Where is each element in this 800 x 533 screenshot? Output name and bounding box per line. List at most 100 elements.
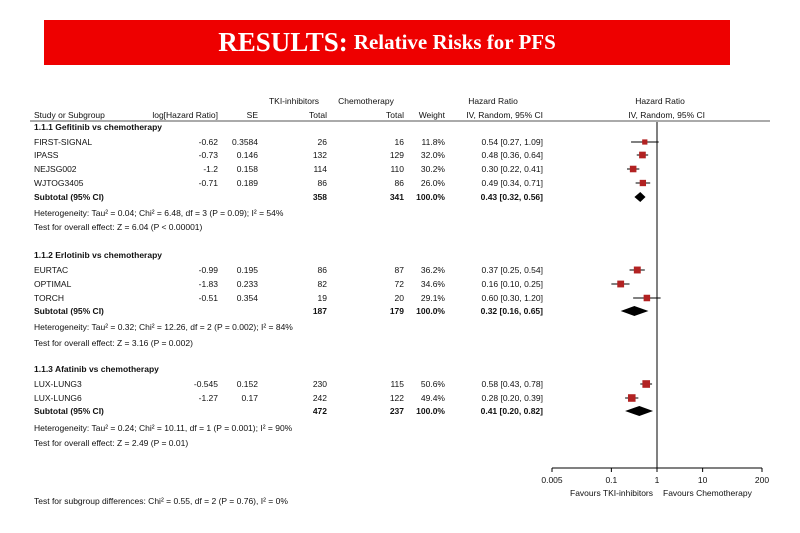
forest-rows: 1.1.1 Gefitinib vs chemotherapy FIRST-SIG… <box>34 122 661 448</box>
study-se: 0.146 <box>237 150 259 160</box>
study-name: EURTAC <box>34 265 68 275</box>
header-chemo-total: Total <box>386 110 404 120</box>
subgroup-title: 1.1.2 Erlotinib vs chemotherapy <box>34 250 162 260</box>
study-weight: 50.6% <box>421 379 446 389</box>
x-tick-label: 1 <box>655 475 660 485</box>
study-loghr: -1.2 <box>203 164 218 174</box>
header-group-chemo: Chemotherapy <box>338 96 395 106</box>
subtotal-tki-total: 187 <box>313 306 327 316</box>
subtotal-diamond <box>620 306 649 316</box>
study-se: 0.189 <box>237 178 259 188</box>
study-ci: 0.60 [0.30, 1.20] <box>482 293 543 303</box>
study-name: OPTIMAL <box>34 279 72 289</box>
study-se: 0.195 <box>237 265 259 275</box>
study-name: IPASS <box>34 150 59 160</box>
subgroup-title: 1.1.1 Gefitinib vs chemotherapy <box>34 122 162 132</box>
subtotal-tki-total: 472 <box>313 406 327 416</box>
favours-right-label: Favours Chemotherapy <box>663 488 753 498</box>
study-chemo-total: 87 <box>395 265 405 275</box>
study-se: 0.3584 <box>232 137 258 147</box>
study-loghr: -1.83 <box>199 279 219 289</box>
study-ci: 0.48 [0.36, 0.64] <box>482 150 543 160</box>
study-loghr: -0.51 <box>199 293 219 303</box>
subtotal-chemo-total: 341 <box>390 192 404 202</box>
study-ci: 0.16 [0.10, 0.25] <box>482 279 543 289</box>
forest-axis: Test for subgroup differences: Chi² = 0.… <box>34 122 769 506</box>
study-chemo-total: 129 <box>390 150 404 160</box>
study-loghr: -0.71 <box>199 178 219 188</box>
subtotal-chemo-total: 179 <box>390 306 404 316</box>
study-weight: 49.4% <box>421 393 446 403</box>
study-point <box>633 266 641 274</box>
study-name: NEJSG002 <box>34 164 77 174</box>
study-weight: 29.1% <box>421 293 446 303</box>
study-tki-total: 132 <box>313 150 327 160</box>
subtotal-ci: 0.41 [0.20, 0.82] <box>481 406 544 416</box>
subtotal-weight: 100.0% <box>416 306 445 316</box>
subtotal-label: Subtotal (95% CI) <box>34 406 104 416</box>
subtotal-tki-total: 358 <box>313 192 327 202</box>
study-point <box>642 380 651 388</box>
study-se: 0.233 <box>237 279 259 289</box>
study-se: 0.354 <box>237 293 259 303</box>
subgroup-title: 1.1.3 Afatinib vs chemotherapy <box>34 364 159 374</box>
study-ci: 0.28 [0.20, 0.39] <box>482 393 543 403</box>
header-study: Study or Subgroup <box>34 110 105 120</box>
study-name: WJTOG3405 <box>34 178 84 188</box>
study-tki-total: 19 <box>318 293 328 303</box>
study-loghr: -0.73 <box>199 150 219 160</box>
subtotal-weight: 100.0% <box>416 192 445 202</box>
study-tki-total: 82 <box>318 279 328 289</box>
header-hazard-ratio-left: Hazard Ratio <box>468 96 518 106</box>
header-group-tki: TKI-inhibitors <box>269 96 319 106</box>
header-loghr: log[Hazard Ratio] <box>152 110 218 120</box>
study-weight: 36.2% <box>421 265 446 275</box>
overall-effect-text: Test for overall effect: Z = 3.16 (P = 0… <box>34 338 193 348</box>
study-point <box>629 165 637 173</box>
study-tki-total: 114 <box>313 164 327 174</box>
study-tki-total: 26 <box>318 137 328 147</box>
subtotal-diamond <box>625 406 654 416</box>
study-chemo-total: 122 <box>390 393 404 403</box>
study-chemo-total: 110 <box>390 164 404 174</box>
study-name: LUX-LUNG6 <box>34 393 82 403</box>
study-ci: 0.54 [0.27, 1.09] <box>482 137 543 147</box>
subtotal-diamond <box>634 192 646 202</box>
study-ci: 0.49 [0.34, 0.71] <box>482 178 543 188</box>
study-se: 0.17 <box>241 393 258 403</box>
subtotal-weight: 100.0% <box>416 406 445 416</box>
study-chemo-total: 20 <box>395 293 405 303</box>
subtotal-chemo-total: 237 <box>390 406 404 416</box>
overall-effect-text: Test for overall effect: Z = 2.49 (P = 0… <box>34 438 188 448</box>
study-chemo-total: 86 <box>395 178 405 188</box>
study-chemo-total: 72 <box>395 279 405 289</box>
header-se: SE <box>247 110 259 120</box>
x-tick-label: 200 <box>755 475 769 485</box>
overall-effect-text: Test for overall effect: Z = 6.04 (P < 0… <box>34 222 203 232</box>
study-ci: 0.30 [0.22, 0.41] <box>482 164 543 174</box>
study-weight: 32.0% <box>421 150 446 160</box>
subtotal-ci: 0.43 [0.32, 0.56] <box>481 192 544 202</box>
study-point <box>639 151 646 159</box>
x-tick-label: 0.1 <box>605 475 617 485</box>
x-tick-label: 0.005 <box>541 475 563 485</box>
study-point <box>643 294 651 302</box>
study-name: LUX-LUNG3 <box>34 379 82 389</box>
study-loghr: -0.62 <box>199 137 219 147</box>
study-tki-total: 86 <box>318 265 328 275</box>
subtotal-ci: 0.32 [0.16, 0.65] <box>481 306 544 316</box>
study-weight: 30.2% <box>421 164 446 174</box>
subtotal-label: Subtotal (95% CI) <box>34 306 104 316</box>
x-tick-label: 10 <box>698 475 708 485</box>
header-method-right: IV, Random, 95% CI <box>628 110 705 120</box>
study-name: FIRST-SIGNAL <box>34 137 92 147</box>
header-tki-total: Total <box>309 110 327 120</box>
study-se: 0.158 <box>237 164 259 174</box>
title-banner: RESULTS: Relative Risks for PFS <box>44 20 730 65</box>
study-loghr: -0.545 <box>194 379 218 389</box>
study-weight: 11.8% <box>422 137 446 147</box>
study-point <box>642 139 648 145</box>
study-name: TORCH <box>34 293 64 303</box>
study-weight: 26.0% <box>421 178 446 188</box>
